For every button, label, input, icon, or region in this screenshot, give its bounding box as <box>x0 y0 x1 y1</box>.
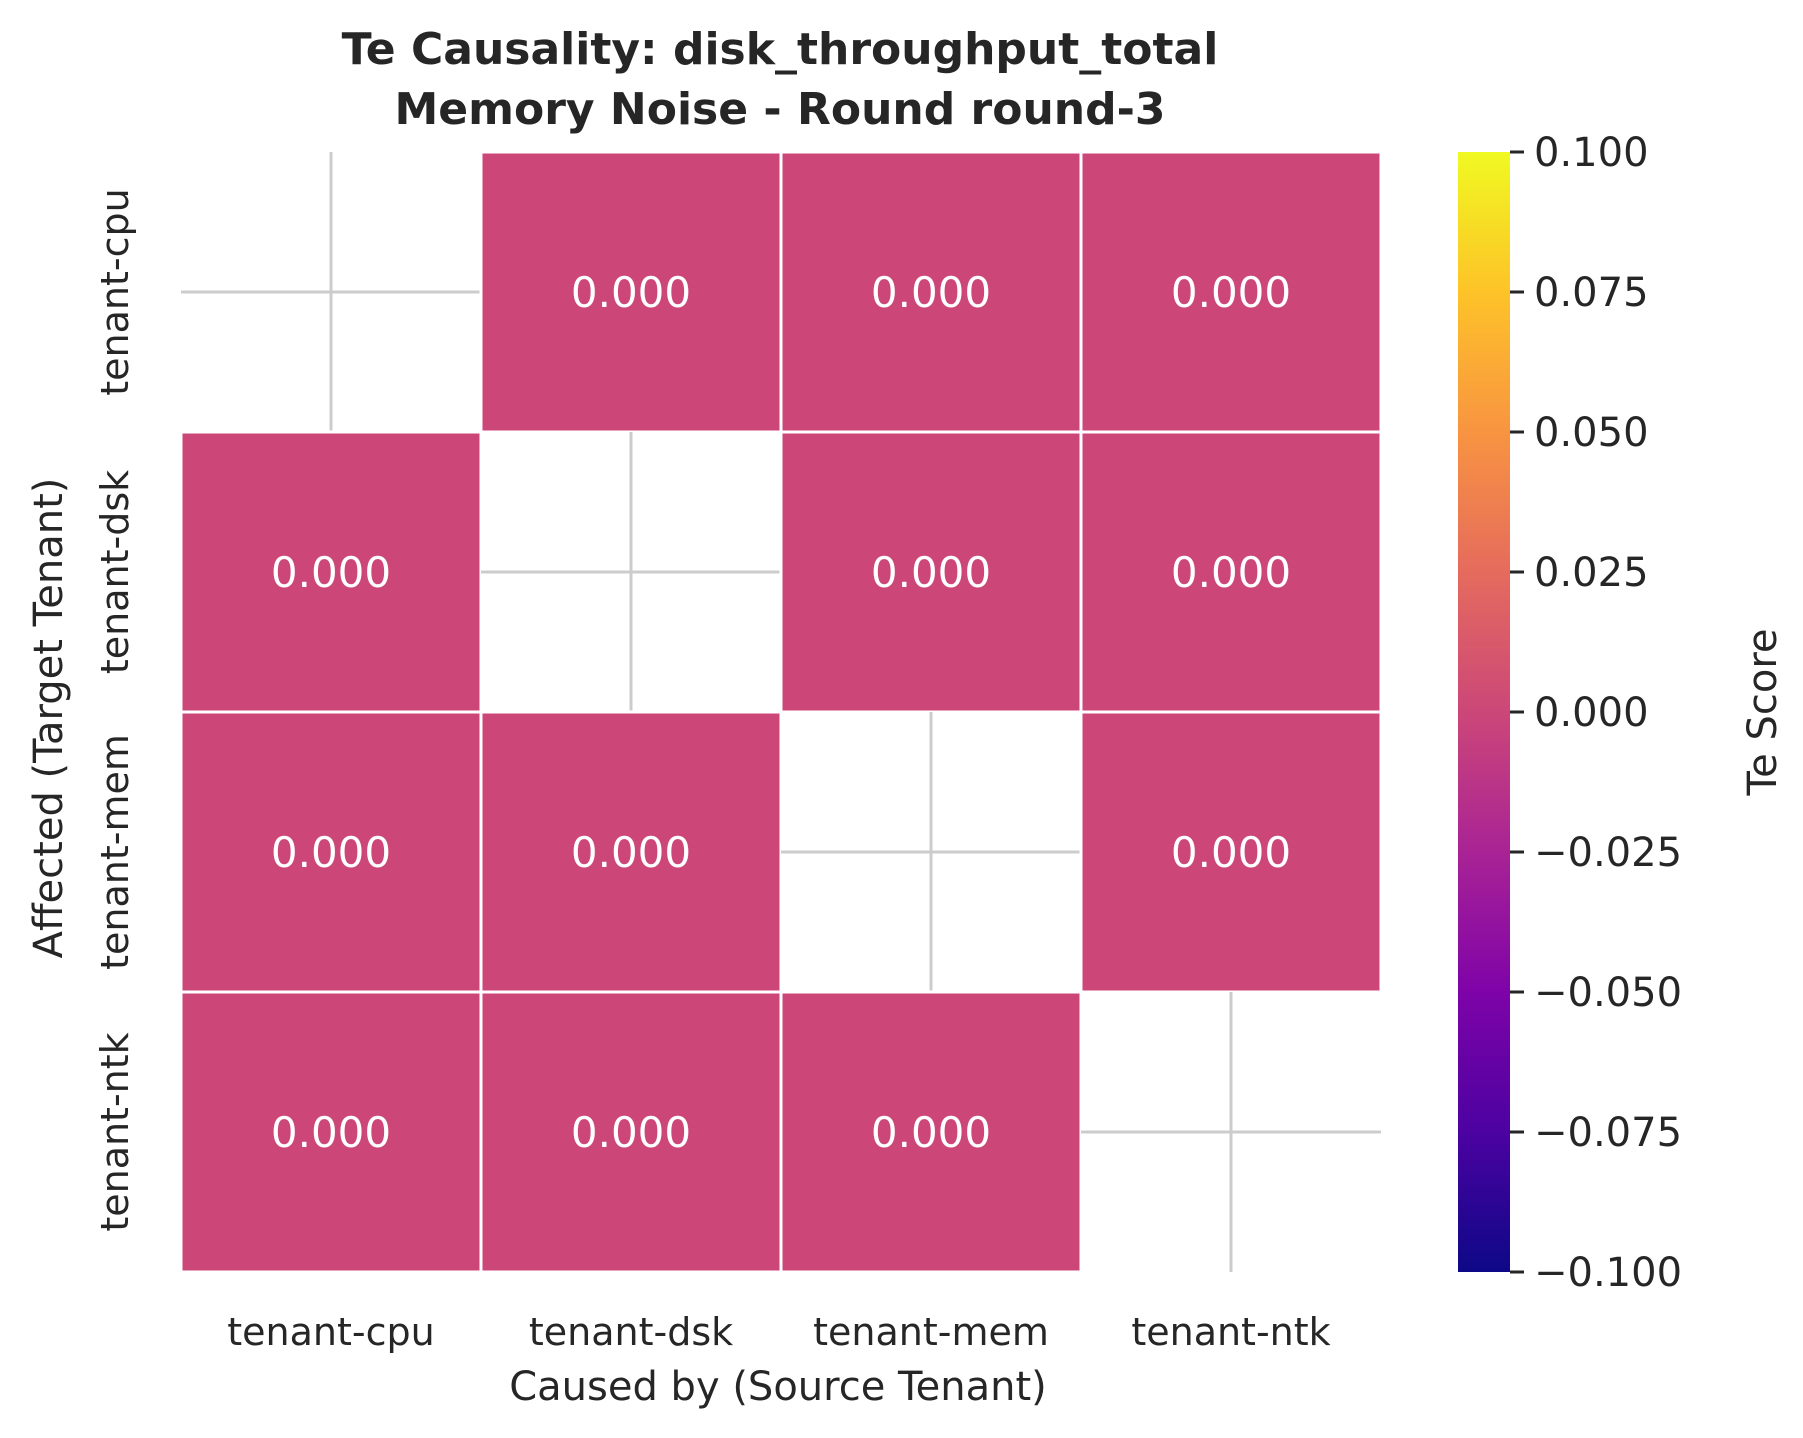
colorbar-tick-label: 0.025 <box>1534 550 1649 596</box>
chart-title: Te Causality: disk_throughput_total <box>342 24 1219 75</box>
colorbar-tick-label: 0.100 <box>1534 130 1649 176</box>
cell-value-label: 0.000 <box>271 1108 391 1157</box>
colorbar-tick-label: −0.025 <box>1534 830 1682 876</box>
colorbar-tick-label: −0.100 <box>1534 1250 1682 1296</box>
cell-value-label: 0.000 <box>871 1108 991 1157</box>
cell-value-label: 0.000 <box>1171 548 1291 597</box>
cell-value-label: 0.000 <box>571 1108 691 1157</box>
heatmap-cell <box>1079 430 1383 714</box>
y-tick-label: tenant-mem <box>93 734 137 970</box>
x-tick-label: tenant-ntk <box>1131 1310 1330 1354</box>
colorbar-label: Te Score <box>1740 629 1786 797</box>
x-axis-label: Caused by (Source Tenant) <box>509 1364 1047 1410</box>
cell-value-label: 0.000 <box>1171 268 1291 317</box>
heatmap-cell <box>779 430 1083 714</box>
heatmap-cell <box>479 150 783 434</box>
colorbar-ticks: 0.100 0.075 0.050 0.025 0.000 −0.025 −0.050 −0.… <box>1510 130 1682 1296</box>
colorbar-tick-label: 0.000 <box>1534 690 1649 736</box>
chart-subtitle: Memory Noise - Round round-3 <box>395 84 1166 135</box>
heatmap-cell <box>179 430 483 714</box>
cell-value-label: 0.000 <box>871 268 991 317</box>
colorbar-tick-label: −0.075 <box>1534 1110 1682 1156</box>
x-tick-labels: tenant-cpu tenant-dsk tenant-mem tenant-ntk <box>227 1310 1330 1354</box>
x-tick-label: tenant-mem <box>813 1310 1049 1354</box>
heatmap-cells: 0.000 0.000 0.000 0.000 0.000 0.000 0.000 0.000… <box>179 150 1383 1274</box>
x-tick-label: tenant-cpu <box>227 1310 434 1354</box>
x-tick-label: tenant-dsk <box>529 1310 733 1354</box>
colorbar-tick-label: 0.075 <box>1534 270 1649 316</box>
colorbar-tick-label: 0.050 <box>1534 410 1649 456</box>
cell-value-label: 0.000 <box>271 828 391 877</box>
heatmap-cell <box>779 150 1083 434</box>
y-tick-label: tenant-cpu <box>93 188 137 395</box>
heatmap-cell <box>479 990 783 1274</box>
heatmap-cell <box>779 990 1083 1274</box>
cell-value-label: 0.000 <box>271 548 391 597</box>
y-tick-label: tenant-dsk <box>93 470 137 674</box>
cell-value-label: 0.000 <box>871 548 991 597</box>
cell-value-label: 0.000 <box>571 828 691 877</box>
y-tick-label: tenant-ntk <box>93 1032 137 1231</box>
cell-value-label: 0.000 <box>1171 828 1291 877</box>
cell-value-label: 0.000 <box>571 268 691 317</box>
y-tick-labels: tenant-cpu tenant-dsk tenant-mem tenant-ntk <box>93 188 137 1231</box>
y-axis-label: Affected (Target Tenant) <box>26 478 72 959</box>
colorbar-tick-label: −0.050 <box>1534 970 1682 1016</box>
heatmap-cell <box>1079 150 1383 434</box>
colorbar <box>1458 152 1510 1272</box>
heatmap-cell <box>179 990 483 1274</box>
